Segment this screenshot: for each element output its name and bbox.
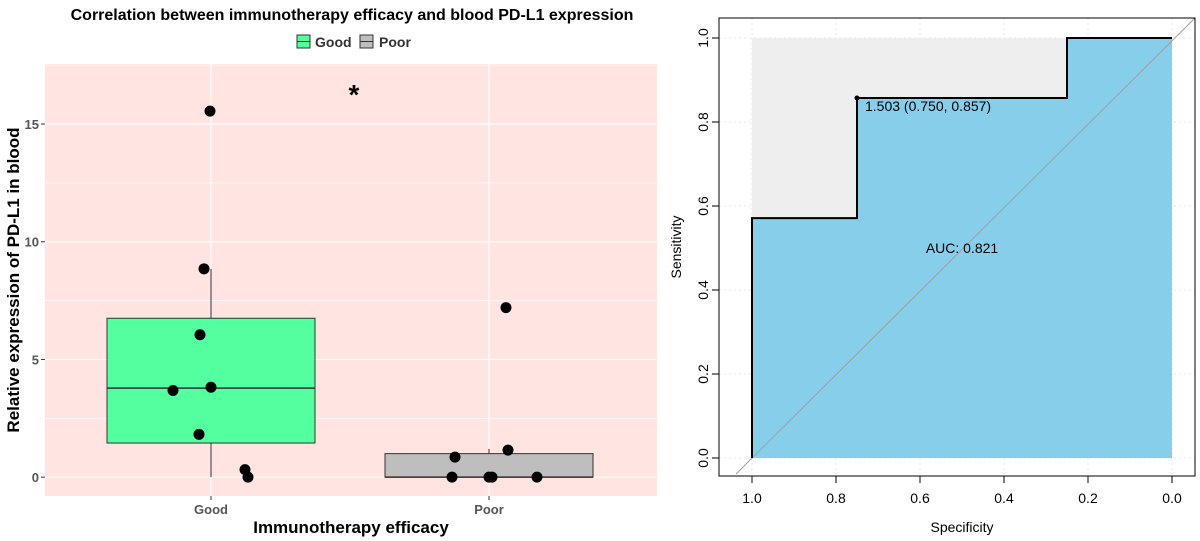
roc-x-tick-label: 0.6	[910, 490, 930, 506]
legend: Good Poor	[296, 34, 411, 50]
data-point-poor	[531, 471, 543, 483]
legend-item-poor[interactable]: Poor	[359, 34, 411, 50]
x-tick-label: Good	[194, 502, 228, 517]
data-point-good	[193, 428, 205, 440]
roc-y-axis-title: Sensitivity	[668, 215, 684, 278]
y-axis: 0 5 10 15	[25, 117, 45, 485]
data-point-poor	[502, 444, 514, 456]
y-tick-label: 15	[25, 117, 39, 132]
roc-x-tick-label: 0.2	[1078, 490, 1098, 506]
roc-x-tick-label: 0.4	[994, 490, 1014, 506]
roc-x-tick-label: 0.8	[826, 490, 846, 506]
data-point-good	[194, 329, 206, 341]
legend-label-poor: Poor	[379, 34, 411, 50]
y-tick-label: 0	[32, 470, 39, 485]
roc-y-tick-label: 0.4	[695, 280, 711, 300]
data-point-good	[242, 471, 254, 483]
data-point-poor	[486, 471, 498, 483]
roc-y-axis: 0.0 0.2 0.4 0.6 0.8 1.0	[695, 28, 720, 468]
significance-marker: *	[349, 79, 360, 110]
roc-x-axis-title: Specificity	[930, 519, 993, 535]
roc-y-tick-label: 0.0	[695, 448, 711, 468]
data-point-good	[205, 381, 217, 393]
data-point-good	[198, 263, 210, 275]
box-good	[106, 317, 316, 444]
data-point-poor	[500, 302, 512, 314]
data-point-poor	[446, 471, 458, 483]
boxplot-chart: Correlation between immunotherapy effica…	[4, 7, 657, 537]
x-tick-label: Poor	[474, 502, 504, 517]
legend-item-good[interactable]: Good	[296, 34, 352, 50]
legend-label-good: Good	[315, 34, 352, 50]
roc-best-threshold-label: 1.503 (0.750, 0.857)	[865, 98, 991, 114]
roc-chance-line	[735, 17, 1196, 475]
y-axis-title: Relative expression of PD-L1 in blood	[4, 127, 23, 432]
x-axis: Good Poor	[194, 496, 504, 517]
roc-best-threshold-point	[854, 95, 860, 101]
y-tick-label: 5	[32, 352, 39, 367]
x-axis-title: Immunotherapy efficacy	[253, 518, 449, 537]
roc-x-tick-label: 0.0	[1162, 490, 1182, 506]
roc-y-tick-label: 1.0	[695, 28, 711, 48]
boxes	[106, 268, 594, 478]
roc-y-tick-label: 0.2	[695, 364, 711, 384]
roc-x-axis: 1.0 0.8 0.6 0.4 0.2 0.0	[742, 475, 1182, 506]
boxplot-title: Correlation between immunotherapy effica…	[71, 7, 634, 24]
data-point-poor	[449, 451, 461, 463]
data-point-good	[167, 385, 179, 397]
data-points	[167, 105, 543, 483]
roc-x-tick-label: 1.0	[742, 490, 762, 506]
data-point-good	[204, 105, 216, 117]
roc-chart: 1.503 (0.750, 0.857) AUC: 0.821 1.0 0.8 0.…	[668, 17, 1196, 535]
roc-auc-label: AUC: 0.821	[926, 240, 999, 256]
roc-y-tick-label: 0.8	[695, 112, 711, 132]
y-tick-label: 10	[25, 235, 39, 250]
roc-y-tick-label: 0.6	[695, 196, 711, 216]
